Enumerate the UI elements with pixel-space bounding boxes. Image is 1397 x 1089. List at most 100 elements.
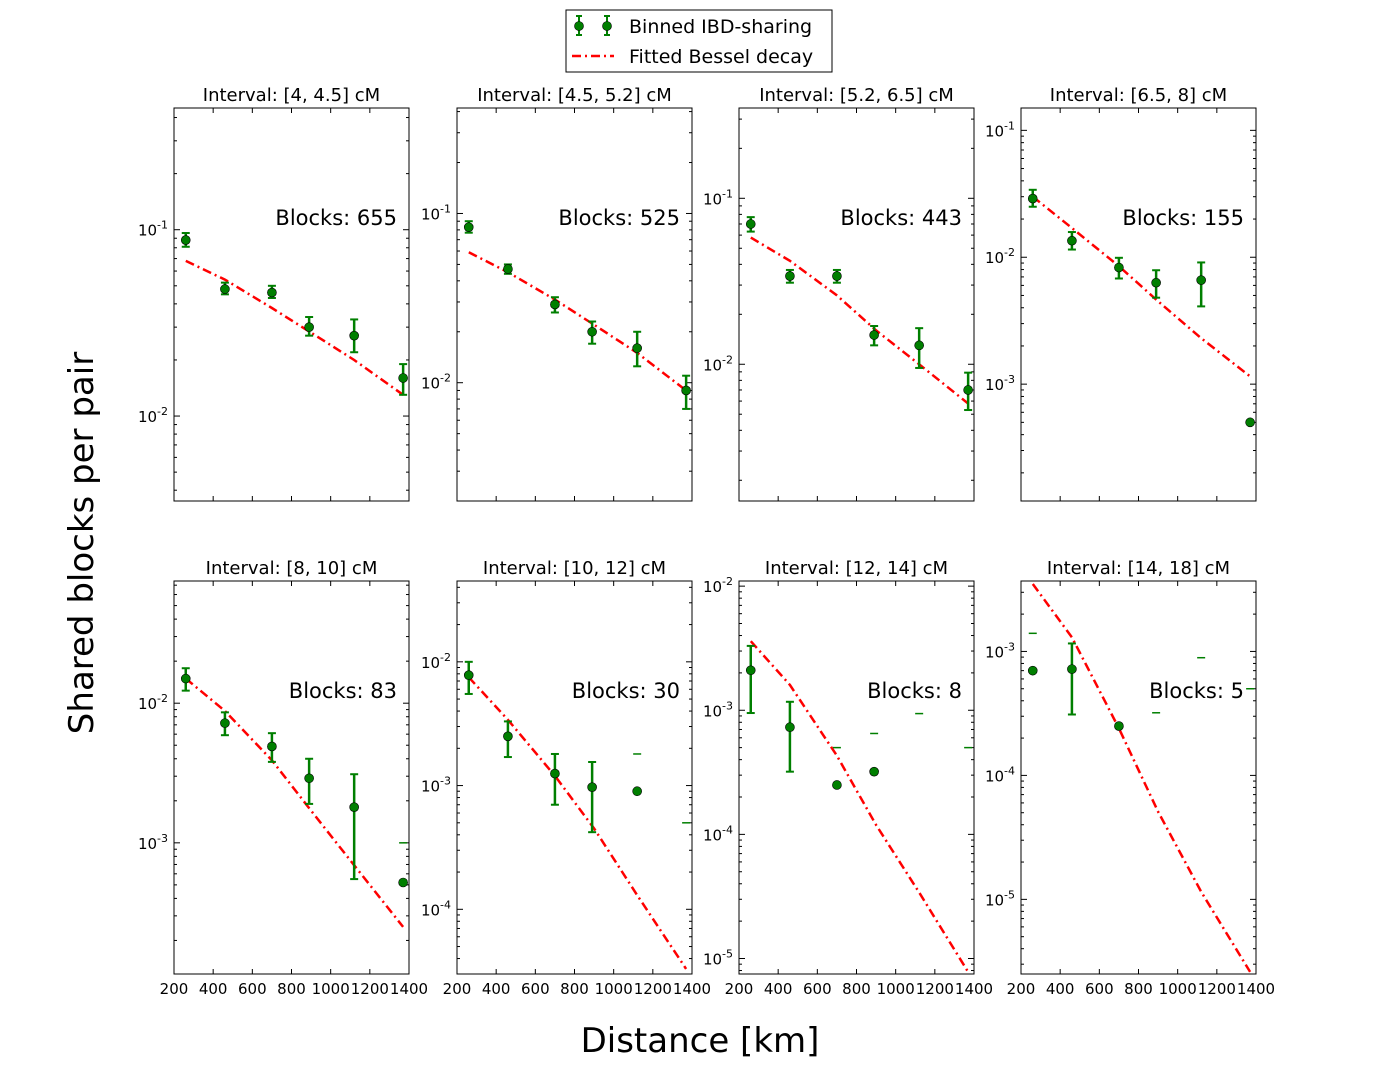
legend: Binned IBD-sharing Fitted Bessel decay bbox=[565, 9, 833, 73]
plot-area bbox=[173, 580, 410, 975]
data-point bbox=[503, 731, 513, 742]
y-tick-label: 10-5 bbox=[985, 888, 1015, 909]
blocks-annotation: Blocks: 5 bbox=[1149, 679, 1244, 703]
data-point bbox=[1151, 277, 1161, 288]
data-point bbox=[832, 780, 842, 790]
x-tick-label: 200 bbox=[1007, 980, 1036, 998]
panel-5: Interval: [8, 10] cM Blocks: 83 200 400 600 8… bbox=[138, 558, 428, 998]
x-tick-label: 200 bbox=[160, 980, 189, 998]
x-tick-label: 600 bbox=[1085, 980, 1114, 998]
panel-title: Interval: [10, 12] cM bbox=[483, 558, 666, 579]
x-tick-label: 400 bbox=[482, 980, 511, 998]
x-tick-label: 1400 bbox=[390, 980, 428, 998]
x-tick-label: 1200 bbox=[634, 980, 672, 998]
x-tick-label: 800 bbox=[842, 980, 871, 998]
data-point bbox=[1027, 193, 1038, 204]
panel-title: Interval: [14, 18] cM bbox=[1047, 558, 1230, 579]
panel-7: Interval: [12, 14] cM Blocks: 8 200 400 600 8… bbox=[703, 558, 993, 998]
y-tick-label: 10-5 bbox=[703, 947, 733, 968]
x-tick-label: 200 bbox=[725, 980, 754, 998]
panel-title: Interval: [5.2, 6.5] cM bbox=[759, 85, 954, 106]
data-point bbox=[349, 330, 359, 341]
data-point bbox=[1196, 275, 1206, 285]
panel-8: Interval: [14, 18] cM Blocks: 5 200 400 600 8… bbox=[985, 558, 1275, 998]
data-point bbox=[398, 373, 408, 383]
data-point bbox=[1114, 721, 1124, 731]
x-tick-label: 1000 bbox=[595, 980, 633, 998]
plot-area bbox=[1020, 580, 1257, 975]
data-point bbox=[587, 782, 597, 793]
data-point bbox=[304, 322, 314, 332]
data-point bbox=[1114, 262, 1124, 273]
x-tick-label: 800 bbox=[277, 980, 306, 998]
blocks-annotation: Blocks: 83 bbox=[289, 679, 397, 703]
fit-line bbox=[749, 640, 970, 973]
data-point bbox=[869, 330, 879, 340]
data-point bbox=[267, 741, 277, 752]
y-tick-label: 10-3 bbox=[985, 640, 1015, 661]
data-point bbox=[785, 271, 795, 281]
x-tick-label: 1000 bbox=[312, 980, 350, 998]
data-point bbox=[745, 665, 756, 676]
x-tick-label: 600 bbox=[521, 980, 550, 998]
fit-line bbox=[1032, 195, 1251, 378]
x-tick-label: 400 bbox=[1046, 980, 1075, 998]
fit-line bbox=[467, 676, 688, 970]
data-point bbox=[550, 768, 560, 779]
data-point bbox=[1027, 665, 1038, 676]
data-point bbox=[220, 284, 230, 294]
y-tick-label: 10-4 bbox=[421, 898, 451, 919]
panel-4: Interval: [6.5, 8] cM Blocks: 155 10-1 10-2… bbox=[985, 85, 1257, 502]
data-point bbox=[1067, 664, 1077, 674]
legend-frame bbox=[565, 9, 833, 73]
plot-area bbox=[738, 580, 975, 975]
plot-area bbox=[456, 107, 693, 502]
y-tick-label: 10-3 bbox=[703, 699, 733, 720]
x-tick-label: 1400 bbox=[955, 980, 993, 998]
data-point bbox=[681, 385, 691, 396]
x-tick-label: 1000 bbox=[1159, 980, 1197, 998]
panel-3: Interval: [5.2, 6.5] cM Blocks: 443 10-1 10… bbox=[703, 85, 975, 502]
x-tick-label: 800 bbox=[560, 980, 589, 998]
blocks-annotation: Blocks: 443 bbox=[840, 206, 962, 230]
panel-title: Interval: [4, 4.5] cM bbox=[203, 85, 380, 106]
data-point bbox=[463, 670, 474, 680]
data-point bbox=[550, 299, 560, 310]
legend-data-marker bbox=[574, 15, 612, 36]
x-tick-label: 400 bbox=[764, 980, 793, 998]
data-point bbox=[398, 877, 408, 888]
plot-area bbox=[738, 107, 975, 502]
data-point bbox=[1245, 417, 1255, 428]
plot-area bbox=[456, 580, 693, 975]
data-point bbox=[180, 673, 191, 684]
data-point bbox=[632, 343, 642, 353]
y-tick-label: 10-1 bbox=[421, 202, 451, 223]
data-point bbox=[963, 385, 973, 395]
x-tick-label: 1200 bbox=[916, 980, 954, 998]
x-tick-label: 1000 bbox=[877, 980, 915, 998]
blocks-annotation: Blocks: 655 bbox=[275, 206, 397, 230]
x-tick-label: 1400 bbox=[1237, 980, 1275, 998]
plot-area bbox=[1020, 107, 1257, 502]
legend-label-fit: Fitted Bessel decay bbox=[629, 46, 813, 68]
x-tick-label: 600 bbox=[803, 980, 832, 998]
data-point bbox=[869, 766, 879, 777]
data-point bbox=[304, 773, 314, 784]
data-point bbox=[832, 271, 842, 281]
panel-6: Interval: [10, 12] cM Blocks: 30 200 400 600… bbox=[421, 558, 711, 998]
y-tick-label: 10-4 bbox=[985, 764, 1015, 785]
y-tick-label: 10-2 bbox=[138, 692, 168, 713]
panel-2: Interval: [4.5, 5.2] cM Blocks: 525 10-1 10… bbox=[421, 85, 693, 502]
x-tick-label: 1400 bbox=[673, 980, 711, 998]
data-point bbox=[180, 235, 191, 245]
fit-line bbox=[185, 259, 404, 396]
y-tick-label: 10-2 bbox=[703, 575, 733, 596]
blocks-annotation: Blocks: 8 bbox=[867, 679, 962, 703]
y-tick-label: 10-3 bbox=[985, 373, 1015, 394]
blocks-annotation: Blocks: 525 bbox=[558, 206, 680, 230]
y-tick-label: 10-2 bbox=[985, 246, 1015, 267]
data-point bbox=[745, 219, 756, 229]
panels: Interval: [4, 4.5] cM Blocks: 655 10-1 10-2… bbox=[138, 85, 1275, 998]
